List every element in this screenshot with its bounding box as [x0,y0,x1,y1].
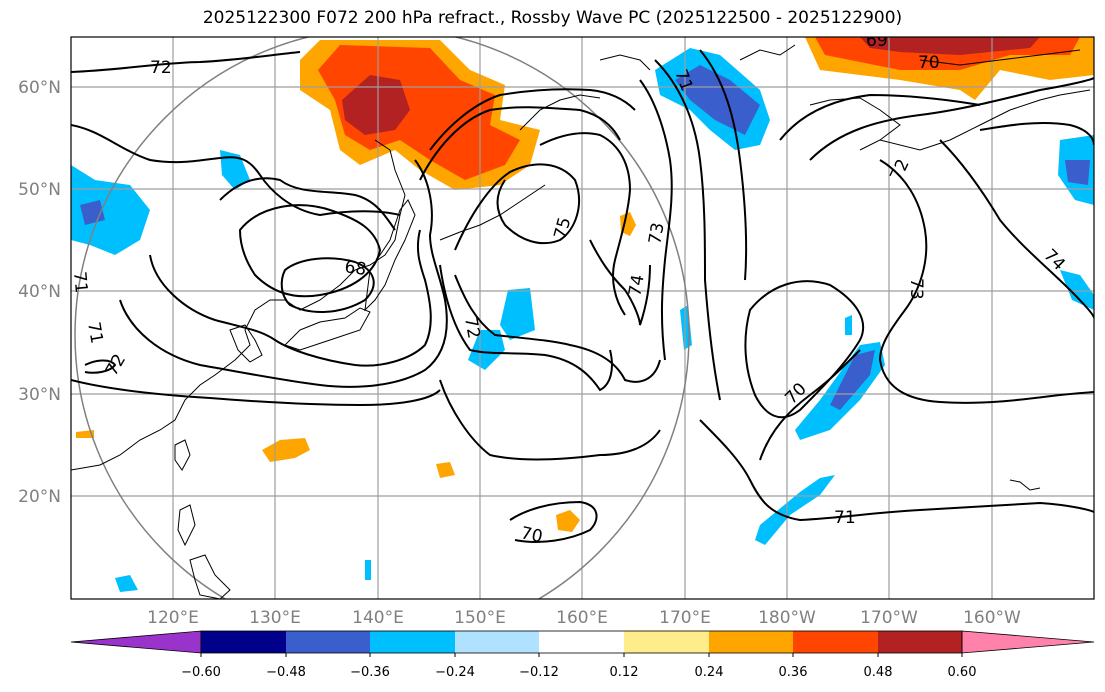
lon-label: 170°W [860,608,918,628]
lat-labels: 60°N 50°N 40°N 30°N 20°N [18,78,61,507]
colorbar-segment [878,631,962,653]
contour-label: 74 [625,273,648,298]
contour-label: 72 [460,315,483,340]
map-title: 2025122300 F072 200 hPa refract., Rossby… [202,8,903,28]
lat-label: 50°N [18,180,61,200]
contour-label: 71 [834,508,856,528]
lon-label: 160°E [556,608,608,628]
lon-label: 130°E [249,608,301,628]
colorbar-tick-label: 0.24 [695,665,724,680]
coastlines [71,44,1091,599]
colorbar-tick-label: 0.36 [779,665,808,680]
contour-label: 73 [906,278,926,300]
contour-label: 73 [645,221,668,246]
colorbar-tick-label: 0.12 [610,665,639,680]
contour-label: 71 [83,320,106,345]
colorbar-segment [370,631,455,653]
colorbar-segment [286,631,370,653]
lon-label: 160°W [963,608,1021,628]
lon-label: 120°E [147,608,199,628]
contour-lines [71,49,1094,543]
colorbar-tick-label: −0.36 [350,665,390,680]
colorbar [70,630,1095,657]
colorbar-extend-low [70,630,202,654]
colorbar-tick-label: −0.48 [266,665,306,680]
map-frame [70,36,1095,600]
contour-label: 69 [866,31,888,51]
lat-label: 20°N [18,487,61,507]
colorbar-tick-label: 0.48 [864,665,893,680]
colorbar-labels: −0.60 −0.48 −0.36 −0.24 −0.12 0.12 0.24 … [181,665,976,680]
contour-label: 70 [918,53,940,73]
contour-label: 71 [69,271,91,294]
lat-label: 40°N [18,282,61,302]
lon-label: 150°E [454,608,506,628]
colorbar-segment [793,631,878,653]
colorbar-segment [455,631,539,653]
lon-label: 170°E [659,608,711,628]
colorbar-segment [201,631,286,653]
contour-label: 70 [519,523,544,547]
range-circle [74,37,690,599]
colorbar-outline [200,630,963,654]
colorbar-tick-label: −0.60 [181,665,221,680]
colorbar-segment [539,631,624,653]
contour-label: 68 [343,257,367,280]
lon-labels: 120°E 130°E 140°E 150°E 160°E 170°E 180°… [147,608,1021,628]
lon-label: 140°E [352,608,404,628]
gridlines [71,37,1094,599]
colorbar-tick-label: 0.60 [948,665,977,680]
colorbar-extend-high [961,630,1095,654]
colorbar-segment [709,631,793,653]
lat-label: 30°N [18,385,61,405]
colorbar-tick-label: −0.12 [519,665,559,680]
lat-label: 60°N [18,78,61,98]
colorbar-segment [624,631,709,653]
colorbar-tick-label: −0.24 [435,665,475,680]
lon-label: 180°W [758,608,816,628]
contour-label: 72 [150,58,172,78]
